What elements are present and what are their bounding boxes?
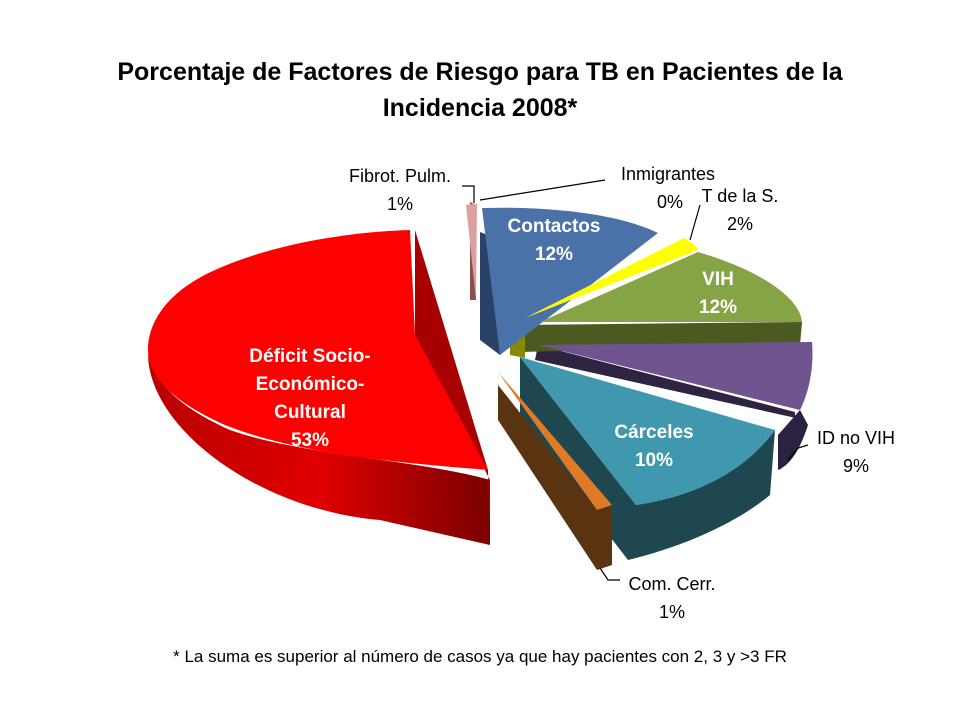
pie-tops (148, 204, 813, 510)
slice-inner-deficit (415, 230, 490, 545)
label-contactos: Contactos (508, 216, 601, 237)
label-deficit-line1: Déficit Socio- (249, 346, 370, 367)
slice-side-idnovih (535, 345, 805, 470)
leader-inmigrantes (479, 179, 606, 201)
label-fibrot: Fibrot. Pulm. (349, 166, 451, 186)
value-contactos: 12% (535, 244, 573, 265)
value-deficit: 53% (291, 430, 329, 451)
slice-carceles (520, 357, 775, 505)
slice-deficit (148, 230, 488, 470)
label-carceles: Cárceles (614, 422, 693, 443)
value-fibrot: 1% (387, 194, 413, 214)
leader-comcerr (599, 567, 620, 581)
leader-lines (462, 179, 809, 581)
slice-side-carceles (520, 357, 775, 560)
slice-labels: Déficit Socio- Económico- Cultural 53% C… (249, 164, 895, 622)
label-idnovih: ID no VIH (817, 428, 895, 448)
label-deficit-line2: Económico- (256, 374, 365, 395)
slice-side-comcerr (498, 385, 612, 570)
slice-side-idnovih-front (778, 410, 808, 470)
label-deficit-line3: Cultural (274, 402, 346, 423)
value-idnovih: 9% (843, 456, 869, 476)
value-carceles: 10% (635, 450, 673, 471)
slice-side-deficit (148, 355, 490, 545)
slice-tdelas (525, 238, 698, 318)
label-tdelas: T de la S. (702, 186, 779, 206)
leader-idnovih (787, 444, 809, 461)
slice-comcerr (498, 372, 612, 510)
slice-vih (540, 252, 802, 322)
leader-tdelas (689, 204, 701, 241)
value-tdelas: 2% (727, 214, 753, 234)
label-inmigrantes: Inmigrantes (621, 164, 715, 184)
label-vih: VIH (702, 269, 734, 290)
label-comcerr: Com. Cerr. (628, 574, 715, 594)
chart-title: Porcentaje de Factores de Riesgo para TB… (117, 58, 843, 122)
slice-idnovih (538, 342, 813, 410)
value-vih: 12% (699, 297, 737, 318)
leader-fibrot (462, 185, 475, 203)
slice-contactos (482, 207, 658, 355)
value-inmigrantes: 0% (657, 192, 683, 212)
slice-fibrot (466, 204, 477, 300)
value-comcerr: 1% (659, 602, 685, 622)
chart-footnote: * La suma es superior al número de casos… (173, 647, 787, 666)
